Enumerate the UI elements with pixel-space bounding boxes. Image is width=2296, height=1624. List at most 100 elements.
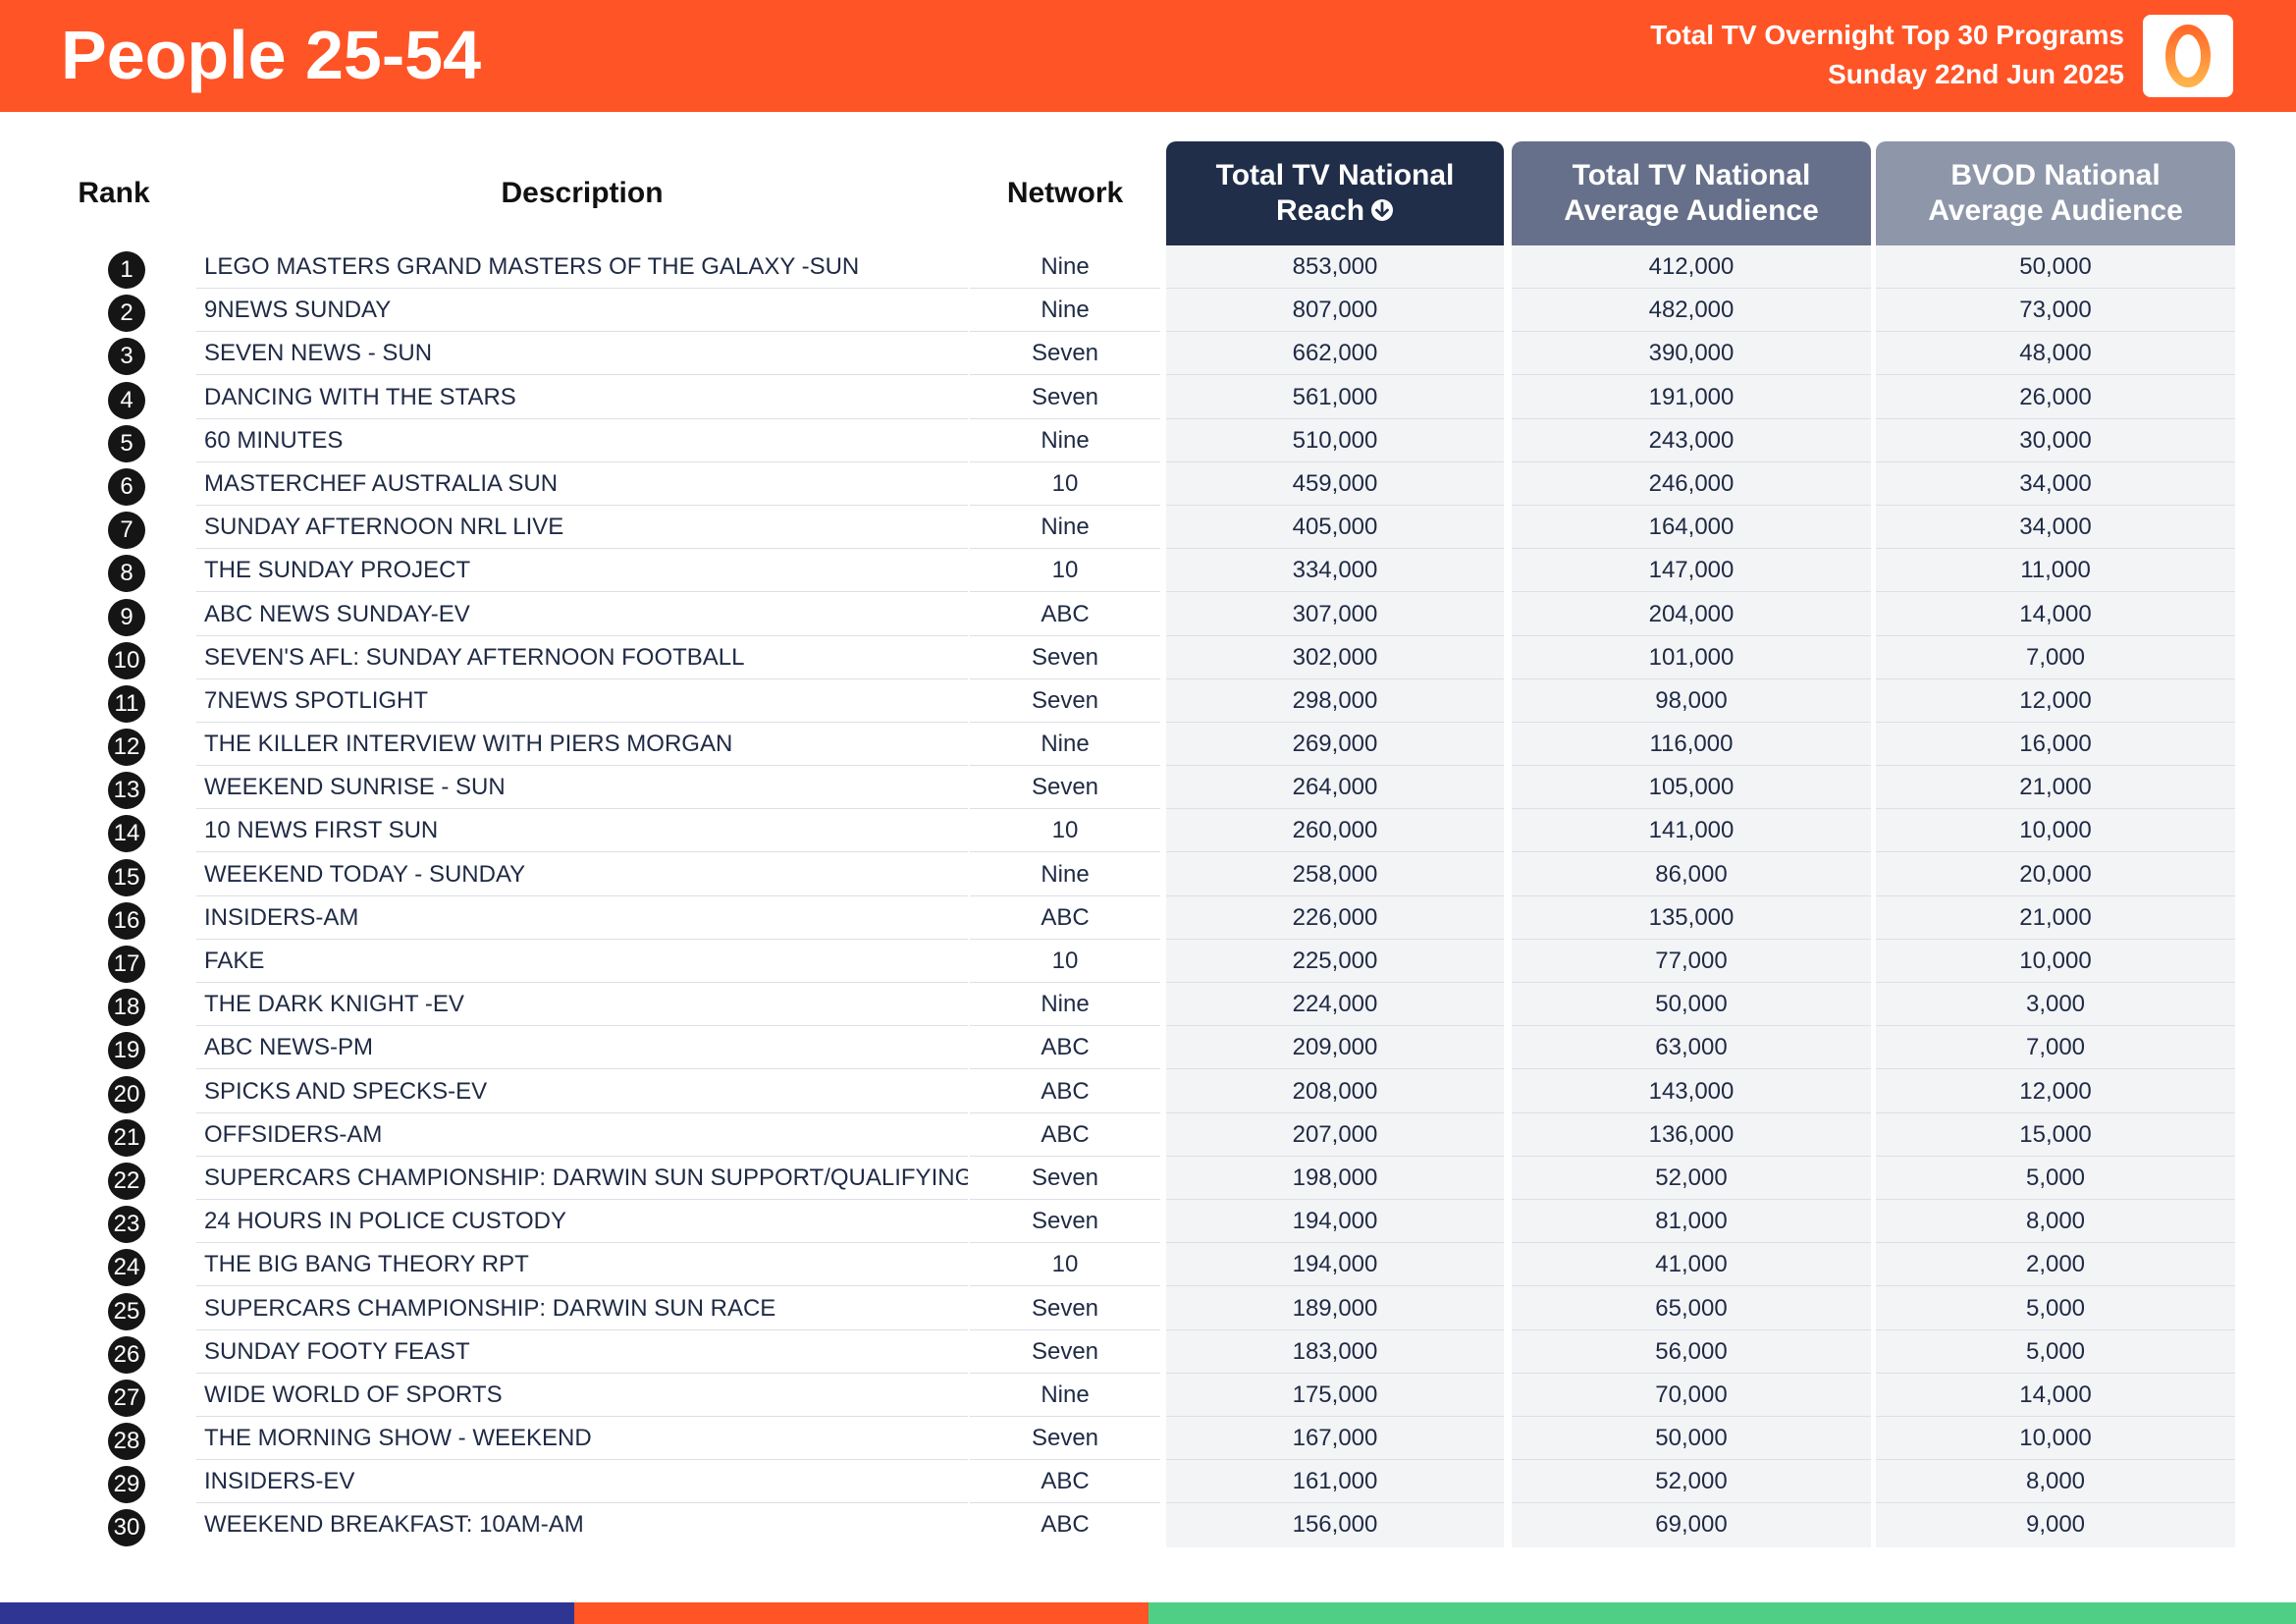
page-title: People 25-54 <box>61 17 481 93</box>
row-divider <box>196 1285 968 1287</box>
row-divider <box>1166 634 1504 636</box>
average-audience-value: 191,000 <box>1648 383 1735 410</box>
row-divider <box>970 938 1160 940</box>
program-description: SUNDAY AFTERNOON NRL LIVE <box>204 514 564 541</box>
row-divider <box>1512 894 1871 896</box>
row-divider <box>1166 1459 1504 1461</box>
sort-descending-icon[interactable] <box>1370 195 1394 221</box>
program-description: MASTERCHEF AUSTRALIA SUN <box>204 469 559 497</box>
rank-badge: 7 <box>108 512 145 550</box>
row-divider <box>1166 894 1504 896</box>
program-description: THE BIG BANG THEORY RPT <box>204 1251 529 1278</box>
table-row: 6 MASTERCHEF AUSTRALIA SUN 10 459,000 24… <box>0 462 2296 506</box>
row-divider <box>970 1415 1160 1417</box>
row-divider <box>1512 765 1871 767</box>
row-divider <box>1876 1198 2235 1200</box>
row-divider <box>1876 677 2235 679</box>
reach-value: 156,000 <box>1292 1511 1378 1539</box>
row-divider <box>196 1415 968 1417</box>
row-divider <box>196 765 968 767</box>
network-name: ABC <box>1041 903 1090 931</box>
row-divider <box>1166 721 1504 723</box>
row-divider <box>1512 851 1871 853</box>
row-divider <box>1876 1415 2235 1417</box>
network-name: 10 <box>1051 1251 1079 1278</box>
row-divider <box>1876 1068 2235 1070</box>
row-divider <box>1166 591 1504 593</box>
row-divider <box>970 1372 1160 1374</box>
reach-value: 194,000 <box>1292 1251 1378 1278</box>
bvod-value: 48,000 <box>2019 340 2092 367</box>
row-divider <box>196 1111 968 1113</box>
network-name: Nine <box>1041 1380 1090 1408</box>
row-divider <box>970 460 1160 462</box>
rank-badge: 15 <box>108 858 145 896</box>
row-divider <box>1876 417 2235 419</box>
program-description: OFFSIDERS-AM <box>204 1120 383 1148</box>
row-divider <box>1166 1155 1504 1157</box>
network-name: Nine <box>1041 731 1090 758</box>
row-divider <box>1166 765 1504 767</box>
network-name: Nine <box>1041 253 1090 280</box>
network-name: 10 <box>1051 469 1079 497</box>
program-description: FAKE <box>204 947 265 974</box>
table-row: 10 SEVEN'S AFL: SUNDAY AFTERNOON FOOTBAL… <box>0 636 2296 679</box>
row-divider <box>1876 374 2235 376</box>
reach-header-line1: Total TV National <box>1215 159 1455 191</box>
row-divider <box>1512 634 1871 636</box>
row-divider <box>1512 460 1871 462</box>
row-divider <box>1876 1328 2235 1330</box>
bvod-value: 7,000 <box>2025 643 2086 671</box>
header-banner: People 25-54 Total TV Overnight Top 30 P… <box>0 0 2296 112</box>
average-audience-value: 204,000 <box>1648 600 1735 627</box>
row-divider <box>970 548 1160 550</box>
row-divider <box>1876 1502 2235 1504</box>
average-audience-value: 50,000 <box>1655 1425 1728 1452</box>
average-audience-value: 412,000 <box>1648 253 1735 280</box>
table-row: 15 WEEKEND TODAY - SUNDAY Nine 258,000 8… <box>0 853 2296 896</box>
table-row: 7 SUNDAY AFTERNOON NRL LIVE Nine 405,000… <box>0 506 2296 550</box>
reach-value: 198,000 <box>1292 1164 1378 1191</box>
network-name: Nine <box>1041 860 1090 888</box>
table-row: 27 WIDE WORLD OF SPORTS Nine 175,000 70,… <box>0 1374 2296 1417</box>
row-divider <box>1512 504 1871 506</box>
average-audience-value: 86,000 <box>1655 860 1728 888</box>
row-divider <box>196 1025 968 1027</box>
row-divider <box>1512 374 1871 376</box>
reach-value: 207,000 <box>1292 1120 1378 1148</box>
network-name: Seven <box>1031 383 1099 410</box>
row-divider <box>196 1198 968 1200</box>
average-audience-value: 81,000 <box>1655 1208 1728 1235</box>
row-divider <box>970 851 1160 853</box>
reach-value: 334,000 <box>1292 557 1378 584</box>
row-divider <box>196 548 968 550</box>
rank-badge: 22 <box>108 1162 145 1200</box>
rank-badge: 24 <box>108 1249 145 1287</box>
column-header-average-audience[interactable]: Total TV National Average Audience <box>1512 141 1871 245</box>
row-divider <box>970 1242 1160 1244</box>
rank-badge: 21 <box>108 1118 145 1157</box>
row-divider <box>196 504 968 506</box>
column-header-bvod[interactable]: BVOD National Average Audience <box>1876 141 2235 245</box>
bvod-value: 8,000 <box>2025 1468 2086 1495</box>
network-name: Seven <box>1031 686 1099 714</box>
row-divider <box>1876 1285 2235 1287</box>
column-header-reach[interactable]: Total TV National Reach <box>1166 141 1504 245</box>
program-description: SUNDAY FOOTY FEAST <box>204 1337 470 1365</box>
row-divider <box>1166 808 1504 810</box>
rank-badge: 19 <box>108 1032 145 1070</box>
average-audience-value: 98,000 <box>1655 686 1728 714</box>
program-description: ABC NEWS SUNDAY-EV <box>204 600 470 627</box>
row-divider <box>1166 1415 1504 1417</box>
program-description: ABC NEWS-PM <box>204 1034 374 1061</box>
row-divider <box>970 765 1160 767</box>
row-divider <box>1512 591 1871 593</box>
average-audience-value: 52,000 <box>1655 1164 1728 1191</box>
row-divider <box>1166 331 1504 333</box>
row-divider <box>1166 851 1504 853</box>
network-name: Nine <box>1041 426 1090 454</box>
bvod-value: 30,000 <box>2019 426 2092 454</box>
average-audience-value: 482,000 <box>1648 297 1735 324</box>
row-divider <box>196 374 968 376</box>
row-divider <box>196 1242 968 1244</box>
